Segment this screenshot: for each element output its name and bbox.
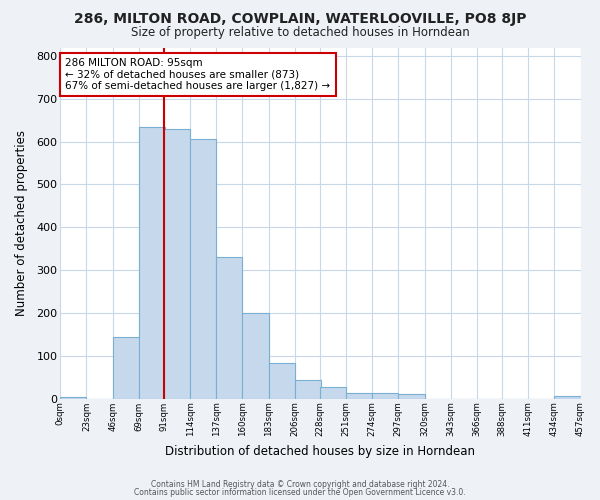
Bar [346, 394, 372, 398]
Bar [554, 396, 581, 398]
Bar [398, 394, 425, 398]
Bar [216, 258, 242, 398]
Text: Size of property relative to detached houses in Horndean: Size of property relative to detached ho… [131, 26, 469, 39]
Bar [269, 362, 295, 398]
Bar [113, 337, 139, 398]
Text: Contains HM Land Registry data © Crown copyright and database right 2024.: Contains HM Land Registry data © Crown c… [151, 480, 449, 489]
Bar [242, 313, 269, 398]
Text: Contains public sector information licensed under the Open Government Licence v3: Contains public sector information licen… [134, 488, 466, 497]
Bar [60, 397, 86, 398]
X-axis label: Distribution of detached houses by size in Horndean: Distribution of detached houses by size … [166, 444, 475, 458]
Y-axis label: Number of detached properties: Number of detached properties [15, 130, 28, 316]
Bar [190, 138, 216, 398]
Bar [164, 129, 190, 398]
Bar [139, 126, 165, 398]
Bar [295, 380, 321, 398]
Text: 286, MILTON ROAD, COWPLAIN, WATERLOOVILLE, PO8 8JP: 286, MILTON ROAD, COWPLAIN, WATERLOOVILL… [74, 12, 526, 26]
Bar [372, 394, 398, 398]
Text: 286 MILTON ROAD: 95sqm
← 32% of detached houses are smaller (873)
67% of semi-de: 286 MILTON ROAD: 95sqm ← 32% of detached… [65, 58, 331, 91]
Bar [320, 388, 346, 398]
